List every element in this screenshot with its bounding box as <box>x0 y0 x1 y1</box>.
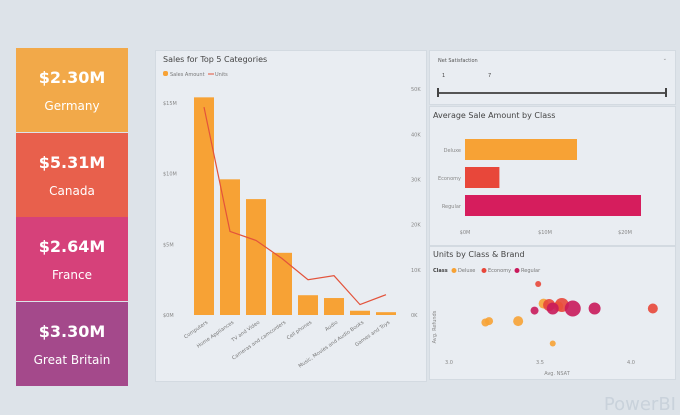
kpi-value: $2.30M <box>38 68 106 87</box>
kpi-label: Germany <box>44 99 100 113</box>
y-tick-label: Deluxe <box>444 148 461 154</box>
kpi-value: $3.30M <box>38 321 106 341</box>
kpi-value: $5.31M <box>38 152 106 172</box>
scatter-point <box>588 302 601 315</box>
chevron-down-icon[interactable]: ⌄ <box>662 56 667 62</box>
kpi-card[interactable]: $2.64M France <box>16 217 128 301</box>
scatter-chart: Class Deluxe Economy Regular 3.0 3.5 4.0 Avg. N… <box>432 268 658 377</box>
legend-label-sales: Sales Amount <box>170 72 205 78</box>
y-tick-label: $5M <box>163 242 174 248</box>
bar <box>376 312 396 315</box>
kpi-card[interactable]: $3.30M Great Britain <box>16 301 128 386</box>
scatter-title: Units by Class & Brand <box>433 250 525 259</box>
kpi-value: $2.64M <box>38 237 106 256</box>
legend-swatch <box>481 268 487 273</box>
slider-handle-max[interactable] <box>665 88 667 97</box>
x-tick-label: $10M <box>538 230 552 236</box>
x-tick-label: Audio <box>324 320 339 333</box>
y-tick-label: $0M <box>163 313 174 319</box>
sales-chart-panel: Sales for Top 5 Categories Sales Amount U… <box>155 50 427 382</box>
avg-chart-panel: Average Sale Amount by Class Deluxe Econo… <box>429 106 676 246</box>
y-tick-label: Regular <box>442 204 462 210</box>
bar <box>350 310 370 315</box>
y2-tick-label: 40K <box>411 132 421 138</box>
y2-tick-label: 0K <box>411 313 418 319</box>
y-axis-label: Avg. Refunds <box>432 310 438 343</box>
scatter-point <box>546 302 559 315</box>
legend-swatch-sales <box>163 71 168 76</box>
legend-title: Class <box>433 268 448 274</box>
scatter-point <box>513 316 524 327</box>
scatter-point <box>647 303 658 314</box>
scatter-point <box>564 300 581 317</box>
y-tick-label: $10M <box>163 172 177 178</box>
y-tick-label: $15M <box>163 101 177 107</box>
kpi-label: France <box>52 268 92 282</box>
slider-handle-min[interactable] <box>437 88 439 97</box>
x-tick-label: 3.5 <box>536 360 544 366</box>
bar <box>465 139 577 160</box>
kpi-card[interactable]: $5.31M Canada <box>16 132 128 217</box>
x-tick-label: 3.0 <box>445 360 453 366</box>
watermark: PowerBI <box>603 394 676 415</box>
kpi-card[interactable]: $2.30M Germany <box>16 48 128 132</box>
bar <box>272 252 292 315</box>
scatter-point <box>485 317 494 326</box>
bar <box>465 195 641 216</box>
y2-tick-label: 50K <box>411 87 421 93</box>
bar <box>465 167 500 188</box>
slicer-panel[interactable]: Net Satisfaction ⌄ 1 7 <box>429 50 676 105</box>
x-tick-label: 4.0 <box>627 360 635 366</box>
y2-tick-label: 30K <box>411 178 421 184</box>
y2-tick-label: 10K <box>411 268 421 274</box>
slicer-max: 7 <box>488 73 492 79</box>
x-tick-label: $20M <box>618 230 632 236</box>
bar <box>324 298 344 315</box>
avg-chart-title: Average Sale Amount by Class <box>433 111 556 120</box>
sales-chart: Sales Amount Units $0M $5M $10M $15M 0K 10K 20K 3… <box>163 71 421 370</box>
avg-chart: Deluxe Economy Regular $0M $10M $20M <box>438 139 641 236</box>
scatter-panel: Units by Class & Brand Class Deluxe Econom… <box>429 246 676 380</box>
kpi-label: Canada <box>49 183 95 198</box>
bar <box>194 97 214 315</box>
x-tick-label: Cell phones <box>286 319 314 341</box>
slicer-min: 1 <box>442 73 446 79</box>
scatter-point <box>535 281 542 287</box>
y-tick-label: Economy <box>438 176 461 182</box>
legend-swatch <box>451 268 457 273</box>
slicer-title: Net Satisfaction <box>438 58 478 64</box>
bar <box>220 179 240 315</box>
bar <box>298 295 318 315</box>
scatter-point <box>549 340 556 347</box>
units-line <box>203 106 387 306</box>
scatter-point <box>530 306 539 315</box>
x-axis-label: Avg. NSAT <box>544 371 570 377</box>
legend-swatch <box>514 268 520 273</box>
legend-label: Regular <box>521 268 541 274</box>
kpi-label: Great Britain <box>33 352 111 367</box>
bar <box>246 199 266 315</box>
x-tick-label: $0M <box>460 230 471 236</box>
legend-label: Economy <box>488 268 511 274</box>
sales-chart-title: Sales for Top 5 Categories <box>163 55 268 64</box>
legend-label: Deluxe <box>458 268 475 274</box>
slider-track[interactable] <box>438 92 666 94</box>
legend-label-units: Units <box>215 72 228 78</box>
y2-tick-label: 20K <box>411 223 421 229</box>
